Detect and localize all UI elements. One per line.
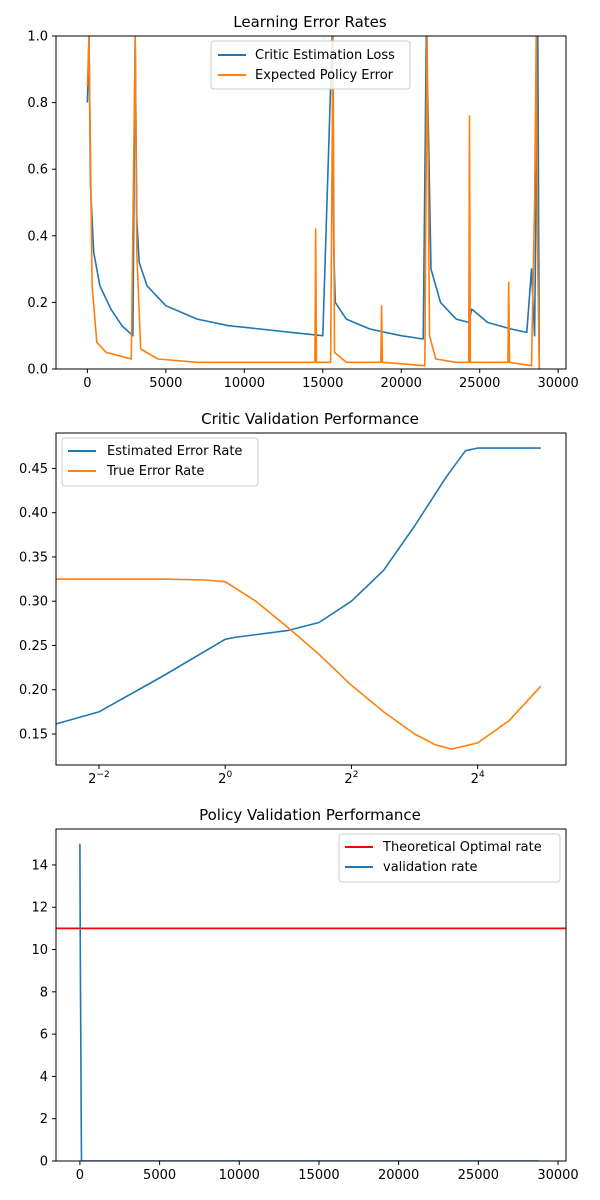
legend-label-expected-policy-error: Expected Policy Error <box>255 68 394 83</box>
y-tick-label: 0.45 <box>19 462 48 477</box>
legend-label-critic-estimation-loss: Critic Estimation Loss <box>255 48 395 63</box>
x-tick-label: 30000 <box>537 376 578 391</box>
legend-box <box>338 833 561 883</box>
x-tick-label: 5000 <box>149 376 182 391</box>
y-tick-label: 0.20 <box>19 683 48 698</box>
y-tick-label: 0.8 <box>27 96 48 111</box>
x-tick-label: 25000 <box>458 1168 499 1183</box>
y-tick-label: 1.0 <box>27 30 48 45</box>
plot-area <box>56 843 566 1161</box>
y-tick-label: 0.4 <box>27 229 48 244</box>
axes-frame <box>55 35 567 370</box>
axes-frame <box>55 432 567 766</box>
chart-title: Policy Validation Performance <box>199 806 421 824</box>
x-tick-label: 24 <box>471 770 485 787</box>
series-group <box>86 36 541 369</box>
legend: Theoretical Optimal rate validation rate <box>338 833 561 883</box>
series-line-validation-rate <box>79 843 539 1161</box>
y-tick-label: 10 <box>31 943 48 958</box>
legend-label-validation-rate: validation rate <box>383 860 478 875</box>
plot-area <box>56 447 542 750</box>
axes-frame <box>55 828 567 1162</box>
chart-learning-error-rates: Learning Error Rates 0 5000 10000 15000 2000… <box>27 13 579 391</box>
y-tick-label: 0.40 <box>19 506 48 521</box>
y-tick-label: 4 <box>40 1070 48 1085</box>
legend-box <box>61 437 259 487</box>
series-line-true-error-rate <box>56 578 542 750</box>
y-tick-label: 0.30 <box>19 595 48 610</box>
x-tick-label: 15000 <box>302 376 343 391</box>
axis-ticks: 0 5000 10000 15000 20000 25000 30000 0.0 0.2 0.4 0… <box>27 30 579 392</box>
chart-policy-validation-performance: Policy Validation Performance 0 5000 10000… <box>31 806 578 1183</box>
legend: Critic Estimation Loss Expected Policy E… <box>210 40 411 90</box>
chart-critic-validation-performance: Critic Validation Performance 2−2 20 22 24 0… <box>19 410 567 787</box>
y-tick-label: 2 <box>40 1112 48 1127</box>
x-tick-label: 20 <box>218 770 232 787</box>
legend-label-true-error-rate: True Error Rate <box>106 464 204 479</box>
series-line-estimated-error-rate <box>56 447 541 725</box>
series-line-expected-policy-error <box>86 36 541 369</box>
axis-ticks: 0 5000 10000 15000 20000 25000 30000 0 2 4 6 8 10 12 1… <box>31 858 578 1183</box>
x-tick-label: 5000 <box>143 1168 176 1183</box>
y-tick-label: 0 <box>40 1155 48 1170</box>
x-tick-label: 15000 <box>298 1168 339 1183</box>
y-tick-label: 0.0 <box>27 363 48 378</box>
y-tick-label: 12 <box>31 901 48 916</box>
x-tick-label: 2−2 <box>88 770 110 787</box>
legend-label-estimated-error-rate: Estimated Error Rate <box>107 444 242 459</box>
x-tick-label: 25000 <box>459 376 500 391</box>
y-tick-label: 8 <box>40 985 48 1000</box>
y-tick-label: 6 <box>40 1028 48 1043</box>
x-tick-label: 20000 <box>381 376 422 391</box>
series-group <box>56 447 542 750</box>
x-tick-label: 30000 <box>537 1168 578 1183</box>
y-tick-label: 0.6 <box>27 163 48 178</box>
x-tick-label: 0 <box>83 376 91 391</box>
plot-area <box>86 36 541 369</box>
legend: Estimated Error Rate True Error Rate <box>61 437 259 487</box>
y-tick-label: 0.25 <box>19 639 48 654</box>
x-tick-label: 0 <box>76 1168 84 1183</box>
y-tick-label: 0.35 <box>19 550 48 565</box>
chart-title: Learning Error Rates <box>233 13 387 31</box>
x-tick-label: 10000 <box>219 1168 260 1183</box>
y-tick-label: 14 <box>31 858 48 873</box>
chart-title: Critic Validation Performance <box>201 410 419 428</box>
y-tick-label: 0.2 <box>27 296 48 311</box>
x-tick-label: 10000 <box>224 376 265 391</box>
x-tick-label: 22 <box>344 770 358 787</box>
series-group <box>56 843 566 1161</box>
legend-box <box>210 40 411 90</box>
x-tick-label: 20000 <box>378 1168 419 1183</box>
legend-label-theoretical-optimal-rate: Theoretical Optimal rate <box>382 840 542 855</box>
axis-ticks: 2−2 20 22 24 0.15 0.20 0.25 0.30 0.35 0.40 0.45 <box>19 462 485 787</box>
y-tick-label: 0.15 <box>19 728 48 743</box>
